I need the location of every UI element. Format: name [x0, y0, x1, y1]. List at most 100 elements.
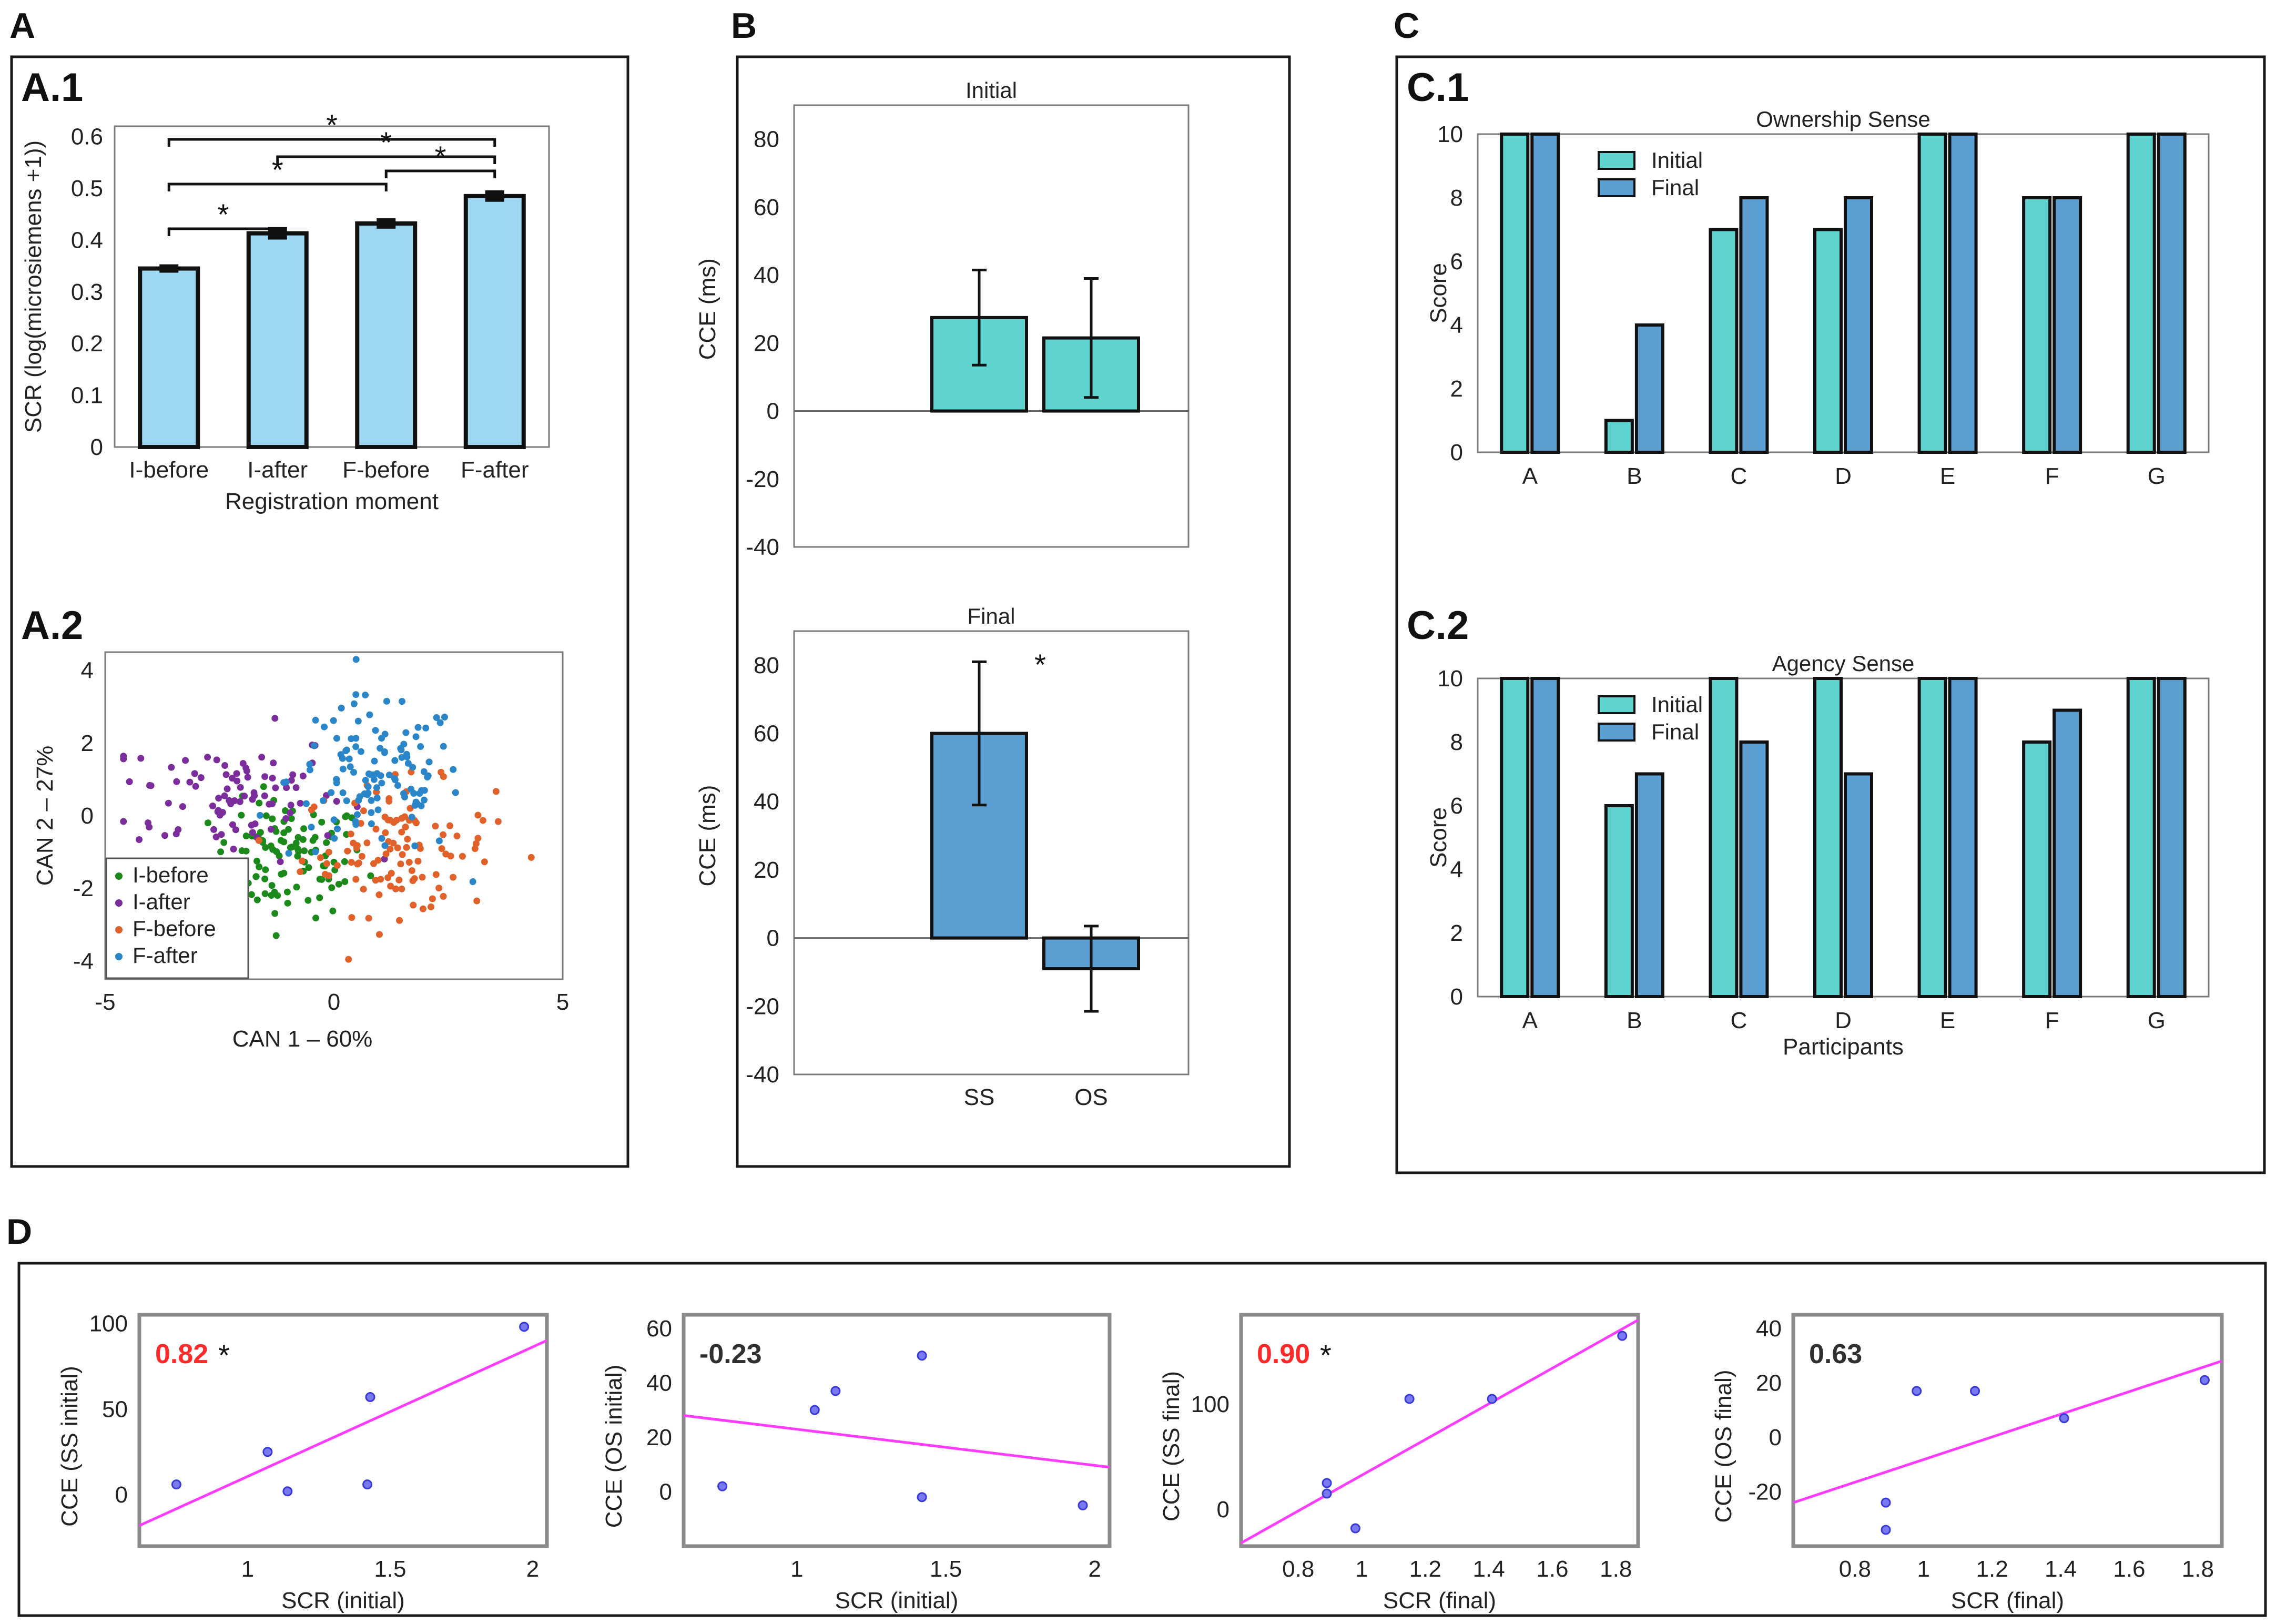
a1-xtick-label-i-after: I-after [247, 457, 308, 483]
c1-bar-final-d [1844, 196, 1873, 454]
d4-xtick-label: 1.4 [2045, 1556, 2077, 1582]
a2-point-f-before [317, 854, 324, 861]
a2-point-f-after [312, 716, 319, 724]
a2-point-f-after [404, 760, 412, 767]
a2-point-f-before [408, 867, 415, 874]
a2-point-i-after [229, 821, 236, 828]
a2-point-f-before [398, 828, 405, 836]
d2-ytick-label: 0 [659, 1479, 672, 1505]
a2-point-f-before [387, 882, 394, 890]
a2-point-i-after [230, 845, 237, 852]
d3-ytick-label: 0 [1217, 1497, 1230, 1522]
d2-data-point [917, 1492, 927, 1503]
a2-xtick-label: 5 [556, 989, 569, 1015]
a2-point-f-after [312, 848, 319, 856]
a2-point-i-after [218, 831, 225, 838]
a2-point-f-before [348, 914, 355, 921]
a2-point-i-before [292, 839, 300, 847]
a1-significance-star: * [326, 108, 338, 141]
b2-ytick-label: 80 [754, 653, 779, 678]
a2-point-f-after [409, 764, 416, 771]
chart-b-final-cce: Final 80 60 40 20 0 -20 -40 CCE (ms) SS OS * [695, 604, 1190, 1110]
a2-point-i-after [137, 755, 145, 762]
a2-point-f-before [325, 848, 332, 856]
a2-point-f-after [357, 748, 364, 755]
d2-data-point [1078, 1500, 1088, 1510]
a2-point-f-after [400, 790, 407, 797]
a2-point-i-after [197, 774, 205, 781]
a2-point-f-before [381, 814, 389, 821]
a2-point-f-after [337, 751, 344, 758]
a1-ytick-label: 0.1 [71, 383, 103, 409]
a2-point-i-before [260, 783, 267, 790]
a2-point-f-after [350, 768, 358, 776]
d2-data-point [717, 1481, 728, 1491]
d3-xtick-label: 0.8 [1282, 1556, 1314, 1582]
a2-point-f-after [339, 789, 347, 797]
panel-d-border [17, 1262, 2267, 1617]
a2-point-i-after [270, 759, 277, 767]
a2-point-i-before [284, 899, 291, 907]
a2-point-f-before [403, 844, 410, 851]
a2-point-f-after [368, 820, 375, 827]
a1-bar-i-after [246, 231, 309, 449]
a2-point-i-before [294, 845, 301, 852]
a2-point-f-after [343, 797, 350, 805]
a2-point-f-before [432, 823, 439, 830]
a2-point-i-after [292, 784, 300, 791]
subpanel-label-a1: A.1 [21, 65, 83, 110]
a2-point-f-after [364, 789, 372, 797]
a2-point-f-before [358, 852, 365, 860]
d1-regression-line [138, 1339, 548, 1527]
a2-point-f-after [352, 656, 360, 663]
c2-axes [1477, 677, 2210, 998]
a2-point-i-after [172, 830, 180, 838]
a2-point-f-before [323, 860, 330, 867]
c2-ytick-label: 4 [1450, 857, 1463, 882]
a2-point-f-after [385, 772, 393, 779]
a1-error-bar-f-after [485, 190, 504, 202]
a2-point-f-after [321, 723, 328, 730]
a2-point-f-after [403, 750, 410, 758]
a2-point-i-after [267, 826, 275, 833]
a2-point-i-after [223, 785, 231, 793]
a2-point-f-before [414, 858, 422, 865]
a2-point-f-before [363, 839, 371, 847]
d3-xtick-label: 1 [1355, 1556, 1368, 1582]
panel-label-b: B [731, 6, 757, 46]
a1-ytick-label: 0.6 [71, 124, 103, 150]
a2-point-f-after [374, 806, 382, 814]
a2-point-f-before [395, 876, 403, 884]
a2-point-i-before [220, 839, 228, 846]
a1-y-axis-label: SCR (log(microsiemens +1)) [21, 140, 46, 433]
a2-point-f-before [352, 876, 360, 883]
a2-point-i-after [179, 803, 186, 810]
b1-ytick-label: 0 [767, 399, 779, 424]
c1-title: Ownership Sense [1756, 107, 1930, 131]
a2-point-i-before [262, 812, 270, 819]
a2-point-i-after [191, 770, 198, 777]
b2-title: Final [967, 604, 1015, 628]
a2-point-f-after [410, 789, 418, 797]
a2-point-f-before [481, 858, 488, 866]
a2-point-f-after [378, 779, 385, 787]
d4-data-point [1970, 1386, 1980, 1396]
c2-legend-label-initial: Initial [1651, 692, 1703, 717]
c2-xtick-label-a: A [1522, 1008, 1538, 1033]
b2-ytick-label: -20 [746, 993, 779, 1019]
a2-point-f-after [302, 800, 310, 807]
a2-point-f-after [311, 742, 318, 749]
a2-point-f-before [453, 833, 461, 840]
a2-point-f-before [384, 874, 392, 881]
c2-bar-initial-g [2126, 677, 2156, 998]
d3-data-point [1322, 1488, 1332, 1499]
d1-correlation-value: 0.82 [155, 1339, 208, 1369]
a2-point-f-after [362, 692, 369, 699]
a2-point-f-after [424, 772, 432, 779]
c1-bar-final-b [1634, 323, 1664, 454]
a2-point-f-before [394, 844, 401, 851]
a2-point-f-after [319, 797, 327, 804]
c2-bar-final-d [1844, 772, 1873, 998]
d1-y-axis-label: CCE (SS initial) [57, 1366, 83, 1527]
d3-regression-line [1240, 1318, 1639, 1545]
